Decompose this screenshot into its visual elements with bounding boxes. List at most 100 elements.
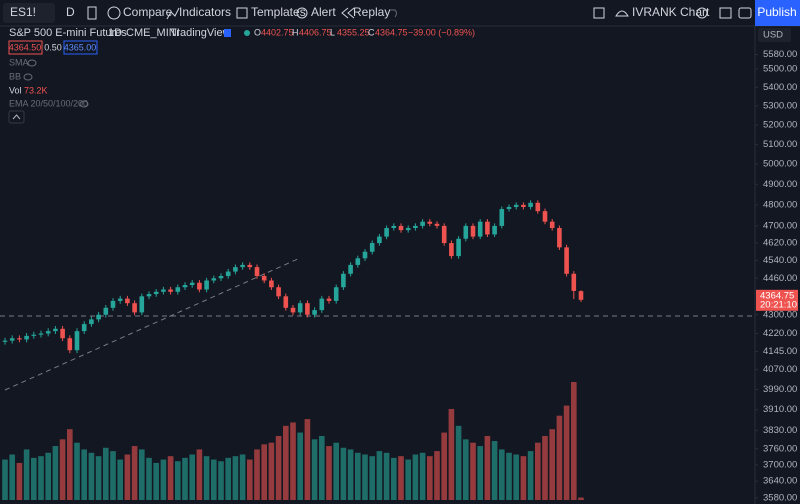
source-flag — [224, 29, 231, 37]
price-axis: 5580.00 5500.00 5400.00 5300.00 5200.00 5100.… — [755, 49, 798, 503]
volume-bar — [52, 446, 59, 500]
candle-body — [53, 328, 58, 332]
candle-body — [103, 307, 109, 315]
candle-body — [96, 314, 101, 320]
undo-icon[interactable] — [390, 9, 397, 18]
layout-icon[interactable] — [615, 10, 629, 17]
currency[interactable]: USD — [763, 30, 783, 41]
fullscreen-toggle-icon[interactable] — [719, 7, 732, 19]
candle-body — [333, 287, 339, 301]
volume-bar — [311, 439, 318, 500]
y-tick-label: 4620.00 — [763, 238, 797, 249]
candle-body — [153, 291, 159, 295]
candle-body — [276, 287, 281, 297]
symbol-box[interactable] — [3, 3, 55, 23]
volume-bar — [196, 449, 203, 500]
indicators-button[interactable]: Indicators — [179, 5, 231, 19]
bb-hidden-icon[interactable] — [23, 73, 33, 81]
ohlc-label: O — [254, 27, 261, 37]
ask[interactable]: 4365.00 — [64, 42, 97, 52]
candle-body — [146, 294, 152, 297]
candle-body — [564, 247, 569, 274]
templates-icon[interactable] — [236, 7, 248, 19]
toolbar: ES1! D Compare Indicators Templates Aler… — [0, 0, 800, 27]
volume-bar — [88, 452, 95, 500]
ohlc-label: C — [368, 27, 375, 37]
ohlc-values: O 4402.75H 4406.75L 4355.25C 4364.75 −39.00 (… — [254, 27, 475, 37]
publish-bg[interactable] — [755, 0, 800, 26]
publish-button[interactable]: Publish — [757, 5, 796, 19]
bid-box[interactable] — [8, 40, 43, 55]
volume-bar — [369, 456, 375, 500]
candle-body — [168, 289, 173, 292]
candle-body — [139, 296, 145, 313]
candle-body — [499, 209, 505, 226]
volume-bar — [355, 452, 361, 500]
candle-body — [312, 310, 317, 315]
ask-box[interactable] — [63, 40, 98, 55]
countdown: 20:21:10 — [760, 299, 797, 310]
replay-button[interactable]: Replay — [353, 5, 390, 19]
volume-bar — [59, 439, 66, 500]
y-tick-label: 5200.00 — [763, 119, 797, 130]
bb-indicator[interactable]: BB — [9, 71, 21, 81]
alert-button[interactable]: Alert — [311, 5, 336, 19]
candle-body — [449, 243, 454, 257]
fullscreen-icon[interactable] — [593, 7, 605, 19]
alert-icon[interactable] — [296, 7, 308, 19]
layout-name[interactable]: IVRANK Chart — [632, 5, 710, 19]
candle-body — [348, 264, 353, 274]
replay-icon[interactable] — [341, 7, 355, 19]
volume-bar — [2, 459, 8, 500]
volume-bar — [146, 457, 152, 500]
indicators-icon[interactable] — [166, 7, 180, 20]
y-tick-label: 5400.00 — [763, 82, 797, 93]
symbol[interactable]: ES1! — [10, 5, 36, 19]
y-tick-label: 4900.00 — [763, 179, 797, 190]
volume-bar — [520, 456, 527, 500]
candle-body — [377, 236, 382, 244]
y-tick-label: 4460.00 — [763, 273, 797, 284]
ema-indicator[interactable]: EMA 20/50/100/200 — [9, 98, 88, 108]
candle-body — [506, 206, 512, 210]
candle-body — [456, 238, 461, 257]
ohlc-value: 4355.25 — [337, 27, 370, 37]
candle-body — [81, 324, 87, 332]
volume-bar — [131, 446, 138, 500]
ema-hidden-icon[interactable] — [79, 100, 89, 108]
sma-indicator[interactable]: SMA — [9, 57, 29, 67]
volume-bar — [542, 435, 548, 500]
candle-body — [24, 335, 29, 340]
volume-bar — [247, 459, 253, 500]
settings-icon[interactable] — [696, 7, 708, 19]
bid[interactable]: 4364.50 — [9, 42, 42, 52]
candle-body — [45, 331, 51, 334]
collapse-legend[interactable] — [8, 110, 25, 124]
candle-body — [117, 298, 123, 301]
templates-button[interactable]: Templates — [251, 5, 306, 19]
y-tick-label: 5580.00 — [763, 49, 797, 60]
candle-body — [290, 307, 296, 313]
interval[interactable]: D — [66, 5, 75, 19]
symbol-name: S&P 500 E-mini Futures — [9, 27, 127, 39]
volume-bar — [340, 447, 347, 500]
compare-button[interactable]: Compare — [123, 5, 173, 19]
volume-bar — [74, 442, 80, 500]
volume-bar — [81, 449, 87, 500]
volume-bar — [95, 456, 102, 500]
volume-pane — [2, 382, 584, 500]
volume-bar — [182, 457, 188, 500]
collapse-arrow[interactable] — [12, 114, 21, 120]
compare-icon[interactable] — [107, 6, 121, 20]
candle-body — [535, 202, 541, 212]
snapshot-icon[interactable] — [738, 7, 752, 19]
currency-box[interactable] — [758, 28, 791, 42]
sma-hidden-icon[interactable] — [27, 59, 37, 67]
volume-bar — [297, 432, 303, 500]
chart-type-icon[interactable] — [87, 6, 97, 20]
vol-indicator[interactable]: Vol — [9, 85, 22, 95]
candle-body — [434, 223, 440, 226]
vol-value: 73.2K — [24, 85, 48, 95]
